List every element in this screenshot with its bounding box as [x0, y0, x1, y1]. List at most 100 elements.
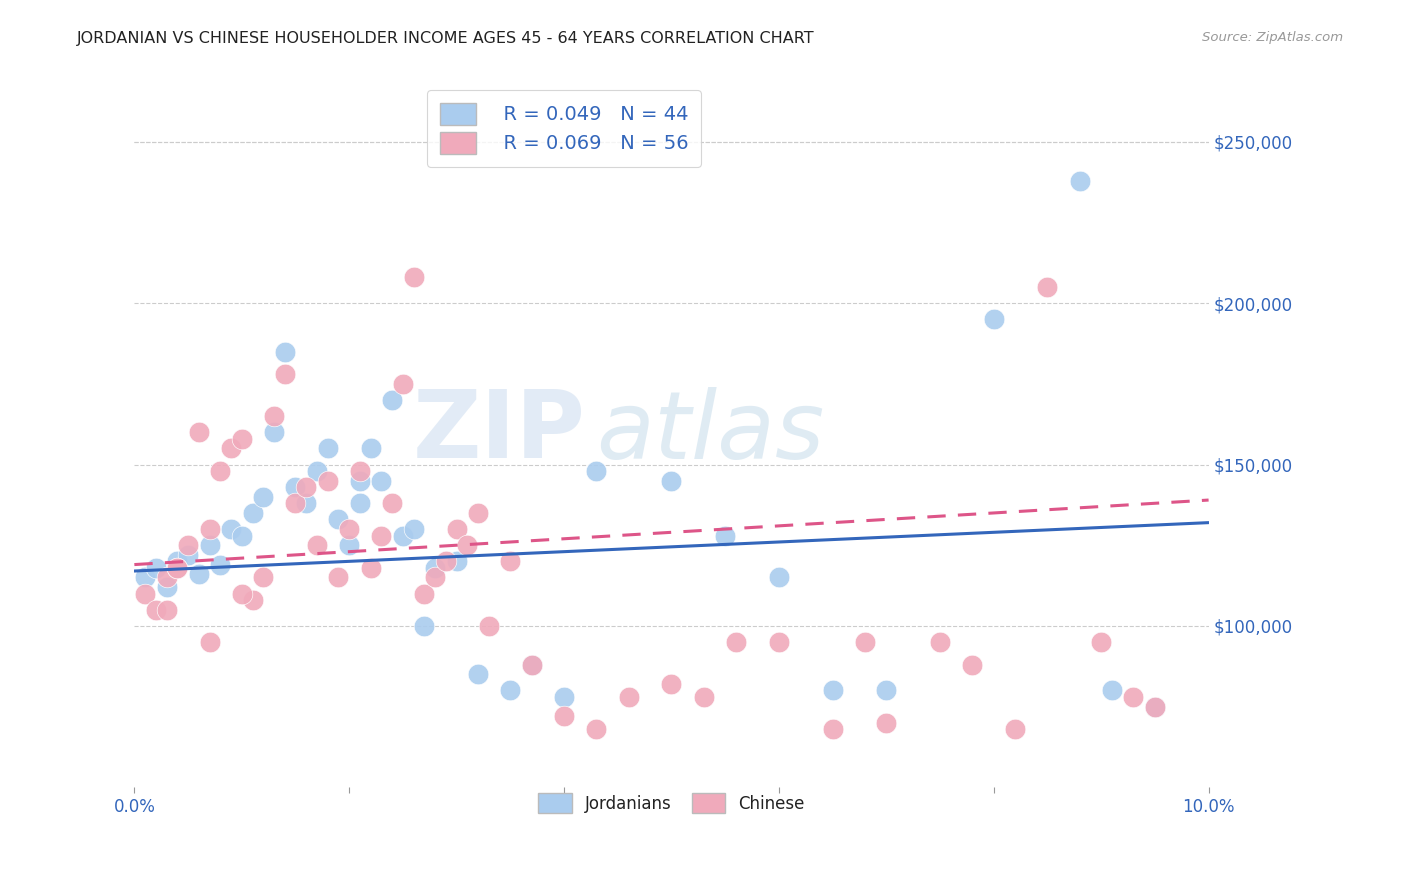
Point [929, 635, 952, 649]
Point [446, 554, 468, 568]
Point [187, 425, 209, 440]
Point [714, 528, 737, 542]
Point [423, 561, 446, 575]
Point [875, 715, 897, 730]
Point [198, 538, 221, 552]
Point [316, 442, 339, 456]
Point [242, 506, 264, 520]
Point [585, 464, 607, 478]
Point [134, 586, 156, 600]
Point [1004, 722, 1026, 736]
Point [231, 432, 253, 446]
Point [337, 538, 360, 552]
Point [328, 512, 350, 526]
Point [177, 538, 200, 552]
Point [499, 554, 522, 568]
Point [155, 580, 177, 594]
Point [145, 561, 167, 575]
Point [252, 490, 274, 504]
Point [585, 722, 607, 736]
Point [1101, 683, 1123, 698]
Point [661, 677, 683, 691]
Point [274, 344, 297, 359]
Point [252, 570, 274, 584]
Point [360, 561, 382, 575]
Point [155, 570, 177, 584]
Point [305, 464, 328, 478]
Point [295, 480, 318, 494]
Point [768, 570, 790, 584]
Point [231, 586, 253, 600]
Point [242, 593, 264, 607]
Point [155, 603, 177, 617]
Point [187, 567, 209, 582]
Point [349, 496, 371, 510]
Point [284, 496, 307, 510]
Point [295, 496, 318, 510]
Text: JORDANIAN VS CHINESE HOUSEHOLDER INCOME AGES 45 - 64 YEARS CORRELATION CHART: JORDANIAN VS CHINESE HOUSEHOLDER INCOME … [77, 31, 815, 46]
Point [692, 690, 714, 704]
Point [821, 722, 844, 736]
Point [166, 554, 188, 568]
Point [434, 554, 457, 568]
Point [349, 474, 371, 488]
Point [145, 603, 167, 617]
Point [209, 464, 232, 478]
Point [392, 528, 415, 542]
Point [360, 442, 382, 456]
Point [177, 548, 200, 562]
Point [337, 522, 360, 536]
Point [316, 474, 339, 488]
Point [328, 570, 350, 584]
Point [198, 522, 221, 536]
Point [219, 522, 242, 536]
Point [553, 690, 575, 704]
Point [467, 506, 489, 520]
Point [381, 496, 404, 510]
Point [661, 474, 683, 488]
Point [456, 538, 478, 552]
Point [284, 480, 307, 494]
Point [1143, 699, 1166, 714]
Point [166, 561, 188, 575]
Point [231, 528, 253, 542]
Point [821, 683, 844, 698]
Point [1036, 280, 1059, 294]
Point [413, 586, 436, 600]
Point [768, 635, 790, 649]
Point [853, 635, 876, 649]
Point [478, 619, 501, 633]
Point [520, 657, 543, 672]
Point [617, 690, 640, 704]
Point [370, 474, 392, 488]
Point [381, 392, 404, 407]
Point [983, 312, 1005, 326]
Point [1122, 690, 1144, 704]
Point [370, 528, 392, 542]
Point [198, 635, 221, 649]
Point [305, 538, 328, 552]
Point [263, 409, 285, 424]
Point [520, 657, 543, 672]
Point [1090, 635, 1112, 649]
Point [402, 270, 425, 285]
Point [499, 683, 522, 698]
Point [274, 368, 297, 382]
Point [349, 464, 371, 478]
Point [724, 635, 747, 649]
Point [209, 558, 232, 572]
Point [875, 683, 897, 698]
Text: ZIP: ZIP [413, 386, 585, 478]
Point [166, 561, 188, 575]
Point [1143, 699, 1166, 714]
Point [402, 522, 425, 536]
Point [413, 619, 436, 633]
Point [1069, 174, 1091, 188]
Point [553, 709, 575, 723]
Legend: Jordanians, Chinese: Jordanians, Chinese [527, 781, 817, 825]
Point [962, 657, 984, 672]
Point [446, 522, 468, 536]
Text: atlas: atlas [596, 387, 824, 478]
Point [423, 570, 446, 584]
Text: Source: ZipAtlas.com: Source: ZipAtlas.com [1202, 31, 1343, 45]
